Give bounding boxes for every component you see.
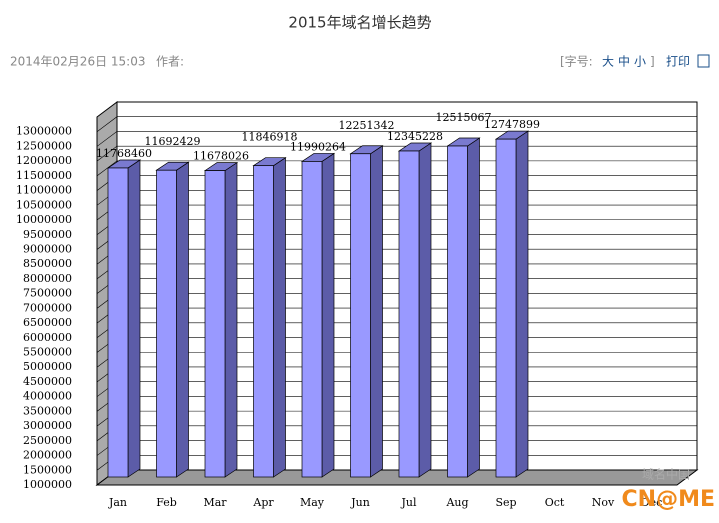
- size-medium[interactable]: 中: [618, 54, 630, 69]
- y-tick-label: 12000000: [16, 154, 72, 167]
- value-label: 12747899: [484, 118, 540, 131]
- y-tick-label: 1000000: [23, 478, 72, 491]
- x-tick-label: Aug: [445, 496, 468, 509]
- font-size-label: [字号:: [560, 54, 593, 69]
- x-tick-label: Jul: [400, 496, 416, 509]
- font-size-end: ]: [650, 55, 655, 69]
- value-label: 11990264: [290, 140, 346, 153]
- bar-side: [418, 142, 432, 478]
- y-tick-label: 9000000: [23, 242, 72, 255]
- value-label: 11846918: [242, 131, 298, 144]
- bar-side: [515, 130, 529, 478]
- y-tick-label: 8500000: [23, 257, 72, 270]
- bar: [495, 138, 517, 478]
- y-tick-label: 13000000: [16, 125, 72, 138]
- bar-side: [224, 161, 238, 478]
- y-tick-label: 9500000: [23, 228, 72, 241]
- bar: [301, 161, 323, 478]
- x-tick-label: May: [300, 496, 325, 509]
- bar-side: [370, 145, 383, 478]
- bar: [447, 145, 468, 478]
- y-tick-label: 3500000: [23, 404, 72, 417]
- y-tick-label: 10000000: [16, 213, 72, 226]
- grid-line: [96, 116, 697, 132]
- x-tick-label: Oct: [545, 496, 565, 509]
- y-tick-label: 3000000: [23, 419, 72, 432]
- watermark-cn: 域名中国: [642, 467, 690, 482]
- bar: [253, 165, 274, 478]
- floor: [95, 469, 699, 486]
- y-tick-label: 12500000: [16, 139, 72, 152]
- value-label: 12515067: [436, 111, 492, 124]
- x-tick-label: Mar: [203, 496, 227, 509]
- author: 作者:: [156, 55, 184, 69]
- x-tick-label: Sep: [495, 496, 516, 509]
- x-tick-label: Apr: [252, 496, 274, 509]
- y-tick-label: 5000000: [23, 360, 72, 373]
- bar-side: [467, 137, 480, 478]
- watermark-logo: CN@ME: [622, 487, 715, 512]
- value-label: 11692429: [145, 135, 201, 148]
- y-tick-label: 2500000: [23, 434, 72, 447]
- title: 2015年域名增长趋势: [288, 14, 431, 32]
- value-label: 11768460: [96, 147, 152, 160]
- value-label: 11678026: [193, 150, 249, 163]
- x-tick-label: Dec: [641, 496, 663, 509]
- print[interactable]: 打印: [666, 55, 690, 69]
- y-tick-label: 4000000: [23, 390, 72, 403]
- y-tick-label: 5500000: [23, 346, 72, 359]
- y-tick-label: 11500000: [16, 169, 72, 182]
- y-tick-label: 8000000: [23, 272, 72, 285]
- bar-side: [127, 159, 141, 478]
- bar: [156, 169, 177, 478]
- bar-side: [273, 157, 286, 478]
- bar-side: [176, 161, 189, 478]
- y-tick-label: 11000000: [16, 184, 72, 197]
- bar: [398, 150, 420, 478]
- value-label: 12345228: [387, 130, 443, 143]
- x-tick-label: Jan: [108, 496, 127, 509]
- y-tick-label: 1500000: [23, 463, 72, 476]
- bar: [350, 153, 371, 478]
- y-tick-label: 10500000: [16, 198, 72, 211]
- y-tick-label: 2000000: [23, 449, 72, 462]
- x-tick-label: Jun: [350, 496, 370, 509]
- y-tick-label: 7500000: [23, 287, 72, 300]
- size-small[interactable]: 小: [634, 55, 646, 69]
- bar: [204, 170, 226, 478]
- grid-line: [96, 131, 697, 147]
- x-tick-label: Nov: [592, 496, 615, 509]
- size-large[interactable]: 大: [602, 55, 614, 69]
- y-tick-label: 6000000: [23, 331, 72, 344]
- bar: [107, 167, 129, 478]
- bar-side: [321, 152, 335, 478]
- y-tick-label: 7000000: [23, 301, 72, 314]
- date: 2014年02月26日 15:03: [10, 55, 145, 69]
- y-tick-label: 6500000: [23, 316, 72, 329]
- print-icon[interactable]: [697, 54, 710, 68]
- x-tick-label: Feb: [156, 496, 177, 509]
- y-tick-label: 4500000: [23, 375, 72, 388]
- value-label: 12251342: [339, 119, 395, 132]
